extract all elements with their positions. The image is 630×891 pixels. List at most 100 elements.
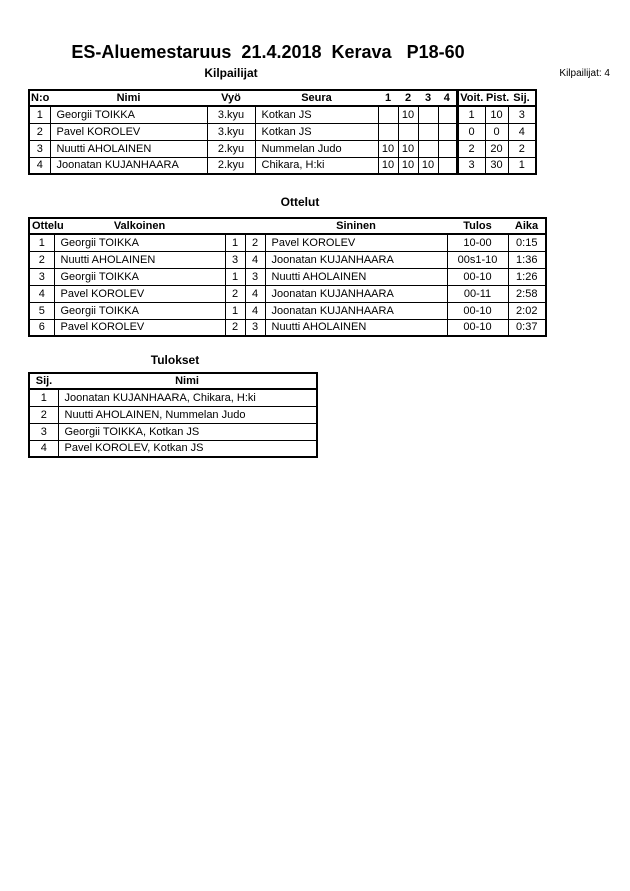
match-row: 3 Georgii TOIKKA 1 3 Nuutti AHOLAINEN 00… bbox=[28, 267, 547, 286]
cell-voit: 0 bbox=[455, 122, 486, 141]
cell-pist: 10 bbox=[484, 105, 509, 124]
result-row: 3 Georgii TOIKKA, Kotkan JS bbox=[28, 422, 318, 441]
cell-white-name: Nuutti AHOLAINEN bbox=[53, 250, 226, 269]
cell-nimi: Pavel KOROLEV bbox=[49, 122, 208, 141]
cell-name-club: Joonatan KUJANHAARA, Chikara, H:ki bbox=[57, 388, 318, 407]
cell-place: 1 bbox=[28, 388, 59, 407]
cell-time: 0:37 bbox=[507, 318, 547, 337]
cell-blue-name: Nuutti AHOLAINEN bbox=[264, 318, 448, 337]
col-header-tulos: Tulos bbox=[447, 218, 508, 235]
cell-match-no: 4 bbox=[28, 284, 55, 303]
cell-match3 bbox=[417, 105, 439, 124]
cell-match1 bbox=[377, 105, 399, 124]
cell-blue-name: Pavel KOROLEV bbox=[264, 233, 448, 252]
cell-blue-name: Joonatan KUJANHAARA bbox=[264, 301, 448, 320]
cell-blue-name: Joonatan KUJANHAARA bbox=[264, 284, 448, 303]
cell-result: 00-11 bbox=[446, 284, 509, 303]
col-header-aika: Aika bbox=[508, 218, 546, 235]
cell-white-name: Georgii TOIKKA bbox=[53, 301, 226, 320]
col-header-nimi: Nimi bbox=[58, 373, 317, 390]
cell-name-club: Pavel KOROLEV, Kotkan JS bbox=[57, 439, 318, 458]
cell-name-club: Nuutti AHOLAINEN, Nummelan Judo bbox=[57, 405, 318, 424]
competitor-row: 2 Pavel KOROLEV 3.kyu Kotkan JS 0 0 4 bbox=[28, 122, 537, 141]
cell-white-name: Pavel KOROLEV bbox=[53, 284, 226, 303]
cell-white-number: 1 bbox=[224, 233, 246, 252]
cell-voit: 1 bbox=[455, 105, 486, 124]
result-row: 2 Nuutti AHOLAINEN, Nummelan Judo bbox=[28, 405, 318, 424]
result-row: 1 Joonatan KUJANHAARA, Chikara, H:ki bbox=[28, 388, 318, 407]
result-row: 4 Pavel KOROLEV, Kotkan JS bbox=[28, 439, 318, 458]
cell-blue-number: 3 bbox=[244, 267, 266, 286]
cell-white-number: 1 bbox=[224, 301, 246, 320]
competitors-header-row: N:o Nimi Vyö Seura 1 2 3 4 Voit. Pist. S… bbox=[29, 90, 536, 107]
cell-time: 1:26 bbox=[507, 267, 547, 286]
cell-blue-name: Joonatan KUJANHAARA bbox=[264, 250, 448, 269]
cell-pist: 30 bbox=[484, 156, 509, 175]
competitors-table: N:o Nimi Vyö Seura 1 2 3 4 Voit. Pist. S… bbox=[28, 89, 537, 175]
col-header-pist: Pist. bbox=[485, 90, 510, 107]
cell-sij: 4 bbox=[507, 122, 537, 141]
section-title-ottelut: Ottelut bbox=[280, 195, 320, 209]
col-header-sij: Sij. bbox=[29, 373, 58, 390]
cell-white-number: 2 bbox=[224, 318, 246, 337]
cell-vyo: 2.kyu bbox=[206, 139, 256, 158]
cell-no: 2 bbox=[28, 122, 51, 141]
cell-time: 0:15 bbox=[507, 233, 547, 252]
cell-place: 3 bbox=[28, 422, 59, 441]
cell-pist: 0 bbox=[484, 122, 509, 141]
cell-nimi: Nuutti AHOLAINEN bbox=[49, 139, 208, 158]
col-header-blue-number bbox=[245, 218, 265, 235]
results-header-row: Sij. Nimi bbox=[29, 373, 317, 390]
cell-match-no: 2 bbox=[28, 250, 55, 269]
cell-seura: Kotkan JS bbox=[254, 122, 379, 141]
cell-blue-name: Nuutti AHOLAINEN bbox=[264, 267, 448, 286]
col-header-seura: Seura bbox=[255, 90, 378, 107]
cell-white-number: 3 bbox=[224, 250, 246, 269]
cell-time: 1:36 bbox=[507, 250, 547, 269]
match-row: 6 Pavel KOROLEV 2 3 Nuutti AHOLAINEN 00-… bbox=[28, 318, 547, 337]
cell-white-name: Georgii TOIKKA bbox=[53, 267, 226, 286]
col-header-match1: 1 bbox=[378, 90, 398, 107]
cell-voit: 3 bbox=[455, 156, 486, 175]
cell-white-number: 2 bbox=[224, 284, 246, 303]
competitors-count-label: Kilpailijat: 4 bbox=[559, 68, 610, 79]
cell-vyo: 2.kyu bbox=[206, 156, 256, 175]
col-header-no: N:o bbox=[29, 90, 50, 107]
cell-match2: 10 bbox=[397, 105, 419, 124]
cell-result: 00-10 bbox=[446, 301, 509, 320]
section-title-kilpailijat: Kilpailijat bbox=[204, 66, 258, 80]
col-header-vyo: Vyö bbox=[207, 90, 255, 107]
cell-blue-number: 4 bbox=[244, 250, 266, 269]
cell-pist: 20 bbox=[484, 139, 509, 158]
cell-blue-number: 2 bbox=[244, 233, 266, 252]
cell-match4 bbox=[437, 156, 458, 175]
cell-match4 bbox=[437, 139, 458, 158]
cell-result: 00-10 bbox=[446, 267, 509, 286]
cell-sij: 3 bbox=[507, 105, 537, 124]
col-header-match3: 3 bbox=[418, 90, 438, 107]
cell-match-no: 6 bbox=[28, 318, 55, 337]
cell-nimi: Georgii TOIKKA bbox=[49, 105, 208, 124]
cell-nimi: Joonatan KUJANHAARA bbox=[49, 156, 208, 175]
cell-result: 10-00 bbox=[446, 233, 509, 252]
cell-match2 bbox=[397, 122, 419, 141]
cell-blue-number: 4 bbox=[244, 284, 266, 303]
cell-white-number: 1 bbox=[224, 267, 246, 286]
cell-match3 bbox=[417, 139, 439, 158]
section-title-tulokset: Tulokset bbox=[150, 353, 200, 367]
cell-match2: 10 bbox=[397, 156, 419, 175]
col-header-ottelu: Ottelu bbox=[29, 218, 64, 235]
cell-match3 bbox=[417, 122, 439, 141]
match-row: 5 Georgii TOIKKA 1 4 Joonatan KUJANHAARA… bbox=[28, 301, 547, 320]
cell-match4 bbox=[437, 105, 458, 124]
col-header-sininen: Sininen bbox=[265, 218, 447, 235]
cell-result: 00s1-10 bbox=[446, 250, 509, 269]
cell-sij: 2 bbox=[507, 139, 537, 158]
competitor-row: 3 Nuutti AHOLAINEN 2.kyu Nummelan Judo 1… bbox=[28, 139, 537, 158]
cell-no: 3 bbox=[28, 139, 51, 158]
cell-time: 2:02 bbox=[507, 301, 547, 320]
col-header-sij: Sij. bbox=[508, 90, 536, 107]
cell-match2: 10 bbox=[397, 139, 419, 158]
col-header-match2: 2 bbox=[398, 90, 418, 107]
cell-match3: 10 bbox=[417, 156, 439, 175]
